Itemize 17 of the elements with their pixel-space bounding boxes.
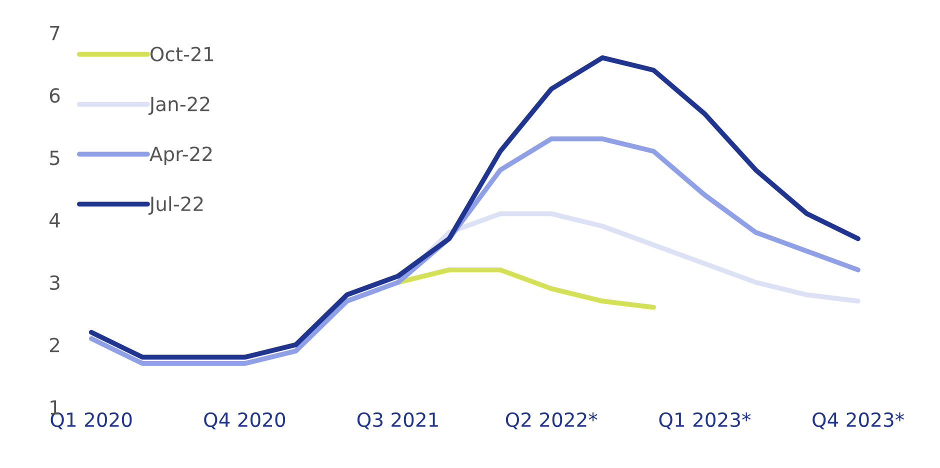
y-tick-label: 5	[50, 150, 60, 166]
y-tick-label: 6	[50, 88, 60, 103]
y-tick-label: 2	[50, 338, 59, 352]
x-tick-label: Q4 2023*	[812, 412, 904, 430]
legend-label: Jan-22	[148, 96, 210, 115]
y-tick-label: 7	[50, 26, 60, 40]
y-tick-label: 4	[50, 213, 60, 228]
legend-label: Jul-22	[148, 196, 203, 215]
legend-label: Oct-21	[150, 46, 213, 62]
x-tick-label: Q2 2022*	[506, 412, 598, 430]
x-tick-label: Q1 2023*	[659, 412, 751, 430]
line-series	[88, 136, 860, 366]
x-tick-label: Q4 2020	[204, 412, 286, 430]
legend-label: Apr-22	[150, 146, 212, 166]
y-tick-label: 3	[50, 275, 60, 290]
x-tick-label: Q3 2021	[357, 412, 438, 430]
y-tick-label: 1	[50, 400, 60, 415]
